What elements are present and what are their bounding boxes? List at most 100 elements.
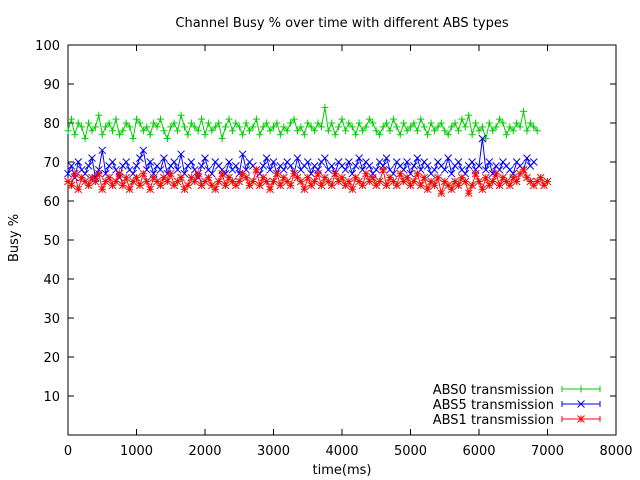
data-point — [396, 131, 404, 139]
data-point — [242, 119, 250, 127]
data-point — [146, 158, 155, 166]
data-point — [327, 162, 336, 170]
series-layer — [64, 103, 552, 198]
data-point — [132, 162, 141, 170]
data-point — [249, 177, 257, 186]
data-point — [160, 154, 168, 162]
data-point — [482, 135, 490, 143]
y-tick-label: 10 — [43, 390, 60, 405]
data-point — [352, 131, 360, 139]
data-point — [293, 154, 302, 162]
data-point — [407, 123, 414, 131]
data-point — [105, 173, 113, 182]
data-point — [177, 173, 185, 182]
data-point — [95, 111, 103, 119]
data-point — [485, 119, 493, 127]
data-point — [577, 385, 585, 393]
data-point — [382, 154, 391, 162]
data-point — [84, 181, 93, 190]
y-tick-label: 40 — [43, 273, 60, 288]
data-point — [369, 119, 377, 127]
data-point — [105, 119, 113, 127]
data-point — [410, 162, 418, 170]
data-point — [194, 169, 203, 178]
data-point — [190, 177, 199, 186]
y-tick-label: 60 — [43, 195, 60, 210]
data-point — [208, 127, 216, 135]
data-point — [516, 123, 524, 131]
data-point — [509, 169, 518, 178]
data-point — [273, 119, 281, 127]
data-point — [509, 173, 518, 182]
data-point — [136, 154, 144, 162]
data-point — [372, 127, 380, 135]
data-point — [132, 173, 141, 182]
data-point — [94, 165, 103, 174]
data-point — [362, 169, 370, 178]
data-point — [173, 165, 182, 174]
data-point — [218, 135, 226, 143]
data-point — [465, 111, 473, 119]
data-point — [235, 123, 243, 131]
data-point — [218, 169, 226, 178]
data-point — [314, 169, 322, 178]
data-point — [331, 169, 340, 178]
data-point — [321, 103, 329, 111]
x-tick-label: 8000 — [599, 444, 632, 459]
data-point — [310, 177, 319, 186]
data-point — [156, 115, 164, 123]
y-tick-label: 70 — [43, 156, 60, 171]
x-tick-label: 6000 — [462, 444, 495, 459]
data-point — [338, 173, 346, 182]
data-point — [386, 127, 394, 135]
data-point — [293, 127, 301, 135]
data-point — [496, 115, 504, 123]
data-point — [379, 123, 387, 131]
data-point — [242, 173, 250, 182]
data-point — [355, 119, 363, 127]
data-point — [67, 162, 76, 170]
data-point — [108, 158, 117, 166]
data-point — [88, 127, 96, 135]
data-point — [133, 115, 140, 123]
data-point — [88, 154, 96, 162]
data-point — [170, 119, 178, 127]
plot-frame — [67, 44, 617, 436]
data-point — [520, 107, 528, 115]
data-point — [393, 123, 401, 131]
data-point — [231, 162, 240, 170]
data-point — [577, 415, 585, 423]
data-point — [348, 185, 357, 194]
data-point — [259, 162, 268, 170]
data-point — [64, 169, 72, 178]
data-point — [424, 131, 432, 139]
data-point — [246, 127, 254, 135]
data-point — [403, 158, 411, 166]
data-point — [444, 154, 453, 162]
legend-item: ABS1 transmission — [433, 413, 601, 428]
data-point — [280, 123, 288, 131]
data-point — [225, 158, 233, 166]
x-tick-label: 1000 — [120, 444, 153, 459]
data-point — [156, 181, 165, 190]
legend-label: ABS1 transmission — [433, 413, 554, 428]
data-point — [187, 158, 196, 166]
data-point — [266, 127, 274, 135]
data-point — [328, 119, 336, 127]
data-point — [519, 165, 528, 174]
data-point — [344, 177, 353, 186]
data-point — [311, 127, 319, 135]
data-point — [239, 131, 247, 139]
data-point — [170, 158, 179, 166]
data-point — [198, 115, 206, 123]
data-point — [262, 177, 271, 186]
data-point — [345, 119, 353, 127]
data-point — [461, 123, 469, 131]
data-point — [307, 123, 315, 131]
data-point — [266, 185, 274, 194]
x-tick-label: 2000 — [188, 444, 221, 459]
data-point — [156, 165, 165, 174]
data-point — [468, 158, 477, 166]
data-point — [180, 123, 188, 131]
